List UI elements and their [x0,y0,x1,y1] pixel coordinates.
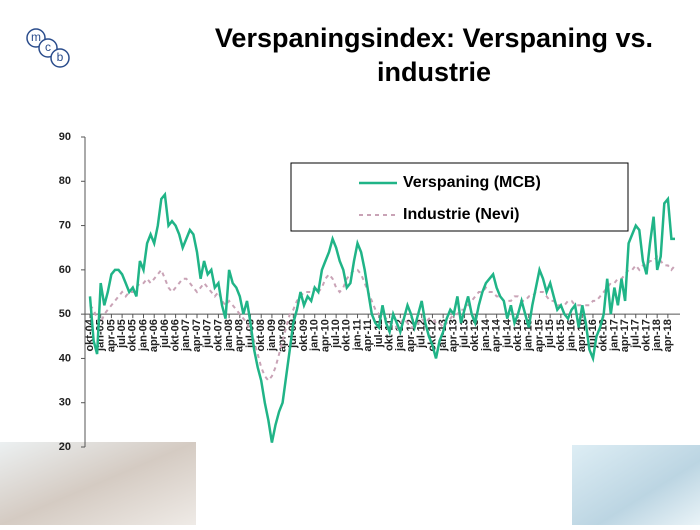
logo-letter: b [57,50,64,64]
chart-title: Verspaningsindex: Verspaning vs. industri… [215,23,653,87]
y-tick-label: 90 [59,131,71,143]
x-tick-label: jan-14 [480,318,492,352]
x-tick-label: jul-12 [416,319,428,349]
x-tick-label: jan-18 [651,319,663,352]
logo: mcb [26,28,70,68]
x-tick-label: okt-12 [426,319,438,351]
x-tick-label: jul-11 [373,319,385,348]
x-tick-label: apr-09 [277,319,289,352]
x-tick-label: okt-10 [341,319,353,351]
x-tick-label: apr-10 [319,319,331,352]
x-tick-label: apr-06 [148,319,160,352]
x-tick-label: jul-14 [501,318,513,349]
x-tick-label: apr-15 [533,319,545,352]
legend-box [290,162,629,232]
x-tick-label: okt-08 [255,319,267,351]
logo-letter: m [31,30,41,44]
x-tick-label: jul-13 [458,319,470,349]
x-tick-label: jan-08 [223,319,235,352]
x-tick-label: jan-06 [137,319,149,352]
legend-label: Industrie (Nevi) [403,206,519,223]
x-tick-label: apr-14 [491,318,503,352]
x-tick-label: jan-11 [351,319,363,351]
y-tick-label: 50 [59,308,71,320]
photo-right [572,445,700,525]
x-tick-label: apr-07 [191,319,203,352]
legend-label: Verspaning (MCB) [403,174,541,191]
x-tick-label: jul-17 [630,319,642,349]
y-tick-label: 40 [59,352,71,364]
series-line [88,191,675,443]
series-line [89,255,676,383]
x-tick-label: jul-15 [544,319,556,349]
x-tick-label: jan-15 [523,319,535,352]
y-tick-label: 60 [59,264,71,276]
x-tick-label: apr-11 [362,319,374,351]
y-tick-label: 30 [59,397,71,409]
x-tick-label: jul-06 [159,319,171,349]
x-tick-label: apr-17 [619,319,631,352]
x-tick-label: jan-10 [309,319,321,352]
x-tick-label: okt-09 [298,319,310,351]
x-tick-label: apr-05 [105,319,117,352]
x-tick-label: jan-16 [565,319,577,352]
y-tick-label: 70 [59,219,71,231]
x-tick-label: jul-05 [116,319,128,349]
logo-circle [50,48,70,68]
x-tick-label: okt-06 [170,319,182,351]
x-tick-label: okt-05 [127,319,139,351]
x-tick-label: jul-10 [330,319,342,349]
x-tick-label: jan-07 [180,319,192,352]
logo-letter: c [45,40,51,54]
x-tick-label: apr-08 [234,319,246,352]
y-tick-label: 80 [59,175,71,187]
x-tick-label: okt-15 [555,319,567,351]
x-tick-label: apr-18 [662,319,674,352]
x-tick-label: jan-17 [608,319,620,352]
y-tick-label: 20 [59,441,71,453]
x-tick-label: okt-13 [469,319,481,351]
x-tick-label: jan-09 [266,319,278,352]
x-tick-label: okt-07 [212,319,224,351]
x-tick-label: okt-14 [512,318,524,351]
x-tick-label: jul-07 [202,319,214,349]
x-tick-label: apr-13 [448,319,460,352]
x-tick-label: okt-17 [640,319,652,351]
photo-left [0,442,196,525]
